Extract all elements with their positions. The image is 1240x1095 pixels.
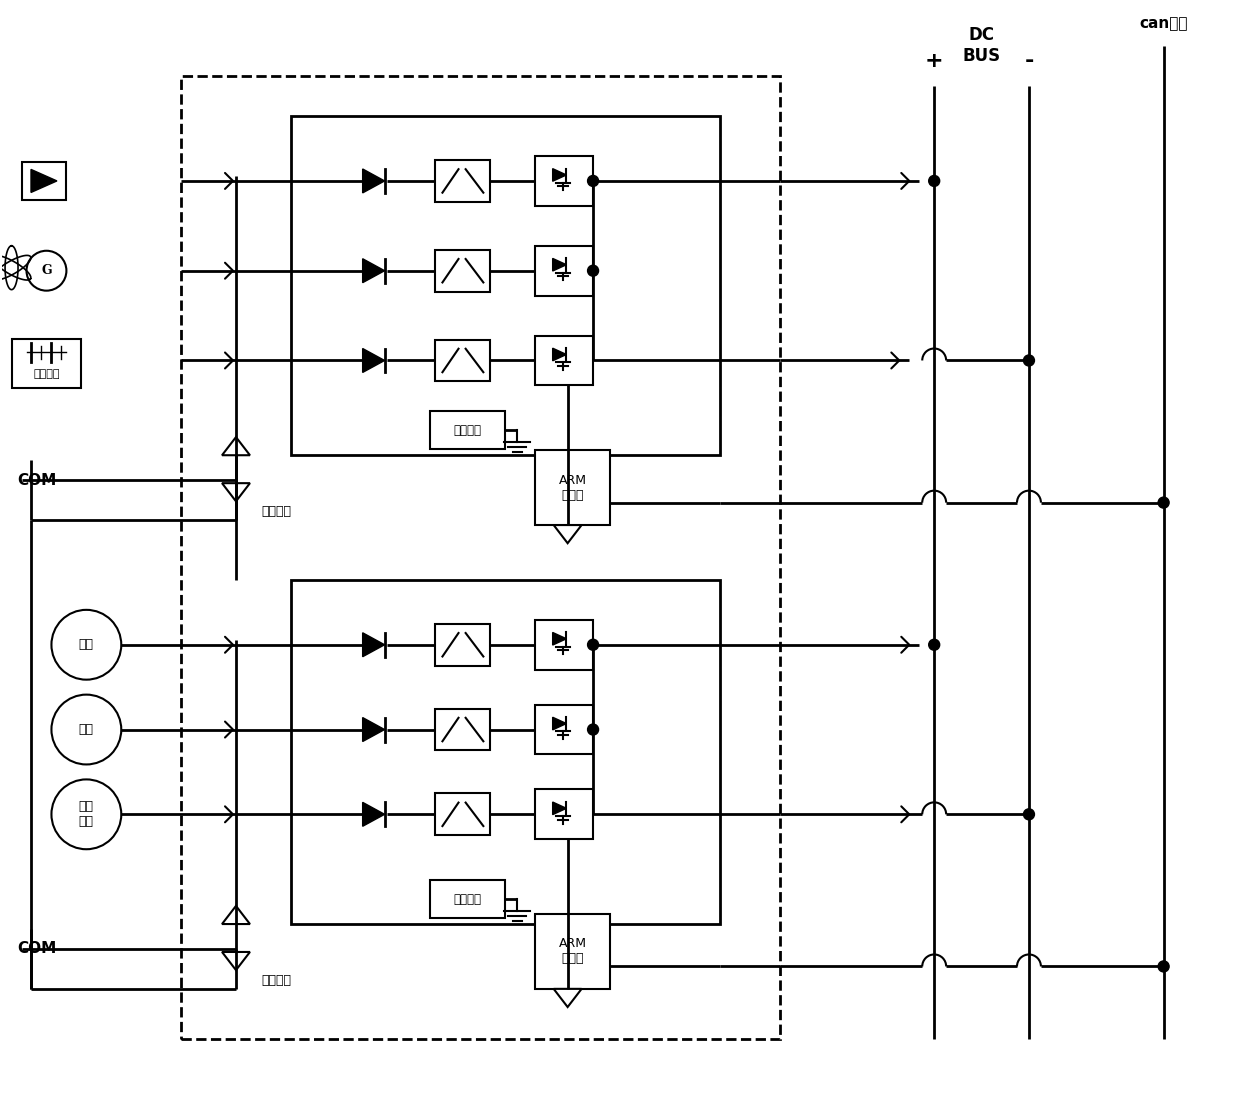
Polygon shape bbox=[554, 526, 582, 543]
Bar bbox=[435, 794, 490, 835]
Circle shape bbox=[588, 175, 599, 186]
Text: 本地控制: 本地控制 bbox=[260, 973, 291, 987]
Polygon shape bbox=[362, 803, 384, 827]
Polygon shape bbox=[362, 348, 384, 372]
Polygon shape bbox=[222, 483, 250, 502]
Bar bbox=[435, 160, 490, 201]
Circle shape bbox=[929, 639, 940, 650]
Polygon shape bbox=[553, 717, 567, 730]
Circle shape bbox=[588, 639, 599, 650]
Circle shape bbox=[1023, 809, 1034, 820]
Polygon shape bbox=[222, 952, 250, 970]
Bar bbox=[435, 624, 490, 666]
Bar bbox=[536, 704, 593, 754]
Circle shape bbox=[1023, 355, 1034, 366]
Circle shape bbox=[588, 724, 599, 735]
Text: 防雷措施: 防雷措施 bbox=[454, 424, 482, 437]
Bar bbox=[536, 155, 593, 206]
Text: 防雷措施: 防雷措施 bbox=[454, 892, 482, 906]
Polygon shape bbox=[362, 717, 384, 741]
Bar bbox=[430, 880, 505, 918]
Circle shape bbox=[1158, 961, 1169, 972]
Bar bbox=[181, 77, 780, 1039]
Polygon shape bbox=[362, 633, 384, 657]
Polygon shape bbox=[222, 437, 250, 456]
Polygon shape bbox=[553, 169, 567, 182]
Bar bbox=[435, 250, 490, 291]
Bar bbox=[536, 914, 610, 989]
Text: 压缩
空气: 压缩 空气 bbox=[79, 800, 94, 828]
Polygon shape bbox=[362, 258, 384, 283]
Polygon shape bbox=[553, 802, 567, 815]
Text: 飞轮: 飞轮 bbox=[79, 723, 94, 736]
Text: COM: COM bbox=[17, 942, 56, 956]
Text: 本地控制: 本地控制 bbox=[260, 505, 291, 518]
Polygon shape bbox=[31, 170, 57, 193]
Polygon shape bbox=[553, 258, 567, 272]
Circle shape bbox=[588, 265, 599, 276]
Circle shape bbox=[1158, 497, 1169, 508]
Bar bbox=[21, 162, 67, 200]
Polygon shape bbox=[553, 633, 567, 645]
Bar bbox=[536, 620, 593, 670]
Text: G: G bbox=[41, 264, 52, 277]
Bar bbox=[536, 450, 610, 526]
Bar bbox=[536, 789, 593, 839]
Text: ARM
控制器: ARM 控制器 bbox=[559, 937, 587, 966]
Text: 光热: 光热 bbox=[79, 638, 94, 652]
Text: 燃料电池: 燃料电池 bbox=[33, 369, 60, 380]
Bar bbox=[430, 412, 505, 449]
Bar bbox=[291, 580, 719, 924]
Circle shape bbox=[929, 175, 940, 186]
Text: -: - bbox=[1024, 51, 1034, 71]
Bar bbox=[291, 116, 719, 456]
Bar bbox=[11, 338, 82, 389]
Polygon shape bbox=[222, 906, 250, 924]
Polygon shape bbox=[553, 348, 567, 360]
Polygon shape bbox=[362, 169, 384, 193]
Text: DC
BUS: DC BUS bbox=[962, 26, 1001, 65]
Bar bbox=[435, 339, 490, 381]
Text: +: + bbox=[925, 51, 944, 71]
Bar bbox=[435, 708, 490, 750]
Bar bbox=[536, 245, 593, 296]
Bar bbox=[536, 335, 593, 385]
Text: can总线: can总线 bbox=[1140, 16, 1188, 32]
Text: ARM
控制器: ARM 控制器 bbox=[559, 474, 587, 502]
Polygon shape bbox=[554, 989, 582, 1007]
Text: COM: COM bbox=[17, 473, 56, 487]
